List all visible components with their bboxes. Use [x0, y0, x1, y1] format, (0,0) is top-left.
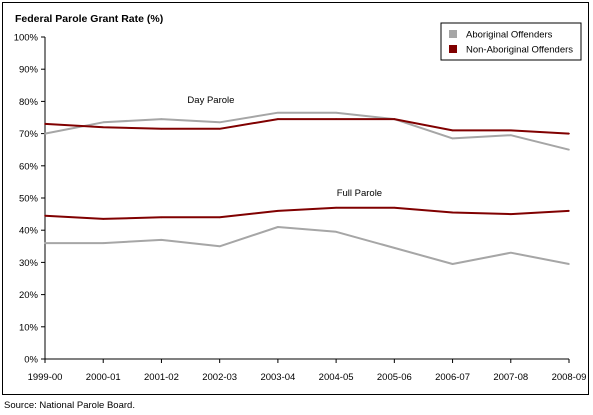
data-point	[568, 210, 570, 212]
data-point	[509, 129, 512, 132]
data-point	[218, 245, 221, 248]
data-point	[102, 218, 105, 220]
data-point	[451, 137, 454, 140]
x-tick-label: 1999-00	[28, 372, 63, 383]
data-point	[335, 118, 337, 120]
data-point	[393, 206, 396, 209]
y-tick-label: 50%	[19, 194, 39, 205]
data-point	[451, 129, 454, 132]
source-note: Source: National Parole Board.	[4, 400, 135, 411]
y-tick-label: 10%	[19, 322, 39, 333]
x-tick-label: 2007-08	[493, 372, 528, 383]
series-lines	[44, 111, 570, 265]
data-point	[160, 216, 163, 219]
chart-frame: Federal Parole Grant Rate (%) 0% 10% 20% 30…	[2, 2, 589, 395]
annotation-full-parole: Full Parole	[337, 188, 382, 199]
data-point	[218, 121, 221, 124]
data-point	[451, 211, 454, 214]
data-point	[44, 214, 46, 217]
x-tick-label: 2001-02	[144, 372, 179, 383]
legend-swatch-aboriginal	[449, 30, 457, 38]
y-tick-label: 60%	[19, 161, 39, 172]
data-point	[277, 210, 279, 212]
series-line-full-parole-non-aboriginal-offenders	[44, 206, 570, 220]
series-line-day-parole-aboriginal-offenders	[44, 111, 570, 151]
data-point	[568, 132, 570, 135]
axes: 0% 10% 20% 30% 40% 50% 60% 70% 80% 90% 100% 1999-00…	[14, 33, 587, 384]
legend-box	[440, 22, 582, 61]
legend-swatch-non-aboriginal	[449, 45, 457, 53]
data-point	[568, 263, 570, 265]
data-point	[568, 148, 570, 151]
data-point	[102, 242, 105, 244]
y-tick-label: 90%	[19, 65, 39, 76]
y-tick-label: 70%	[19, 129, 39, 140]
x-tick-label: 2002-03	[202, 372, 237, 383]
data-point	[218, 216, 221, 219]
data-point	[218, 127, 221, 130]
data-point	[160, 118, 163, 120]
x-tick-label: 2005-06	[377, 372, 412, 383]
data-point	[335, 111, 337, 114]
data-point	[393, 247, 396, 249]
data-point	[160, 127, 163, 130]
series-line-full-parole-aboriginal-offenders	[45, 226, 570, 265]
data-point	[277, 111, 279, 114]
data-point	[335, 206, 337, 209]
chart-title: Federal Parole Grant Rate (%)	[15, 13, 163, 25]
data-point	[44, 242, 46, 244]
y-tick-label: 40%	[19, 226, 39, 237]
data-point	[44, 123, 46, 125]
y-tick-label: 30%	[19, 258, 39, 269]
data-point	[277, 226, 279, 228]
annotation-day-parole: Day Parole	[187, 95, 234, 106]
y-tick-label: 80%	[19, 97, 39, 108]
x-tick-label: 2003-04	[260, 372, 295, 383]
data-point	[102, 126, 105, 128]
data-point	[160, 239, 163, 241]
y-tick-label: 20%	[19, 290, 39, 301]
line-chart: Federal Parole Grant Rate (%) 0% 10% 20% 30…	[14, 13, 587, 384]
x-tick-label: 2006-07	[435, 372, 470, 383]
data-point	[451, 263, 454, 265]
data-point	[509, 134, 512, 137]
data-point	[509, 251, 512, 254]
data-point	[393, 118, 396, 120]
x-tick-label: 2000-01	[86, 372, 121, 383]
annotations: Day Parole Full Parole	[187, 95, 382, 199]
y-tick-label: 0%	[24, 355, 38, 366]
legend-label-non-aboriginal: Non-Aboriginal Offenders	[466, 45, 573, 56]
data-point	[509, 213, 512, 215]
data-point	[102, 121, 105, 124]
legend: Aboriginal Offenders Non-Aboriginal Offe…	[440, 22, 582, 61]
legend-label-aboriginal: Aboriginal Offenders	[466, 30, 553, 41]
x-tick-label: 2008-09	[552, 372, 587, 383]
data-point	[277, 118, 279, 120]
x-tick-label: 2004-05	[319, 372, 354, 383]
data-point	[335, 231, 337, 233]
data-point	[44, 132, 46, 135]
series-line-day-parole-non-aboriginal-offenders	[44, 118, 570, 135]
y-tick-label: 100%	[14, 33, 39, 44]
